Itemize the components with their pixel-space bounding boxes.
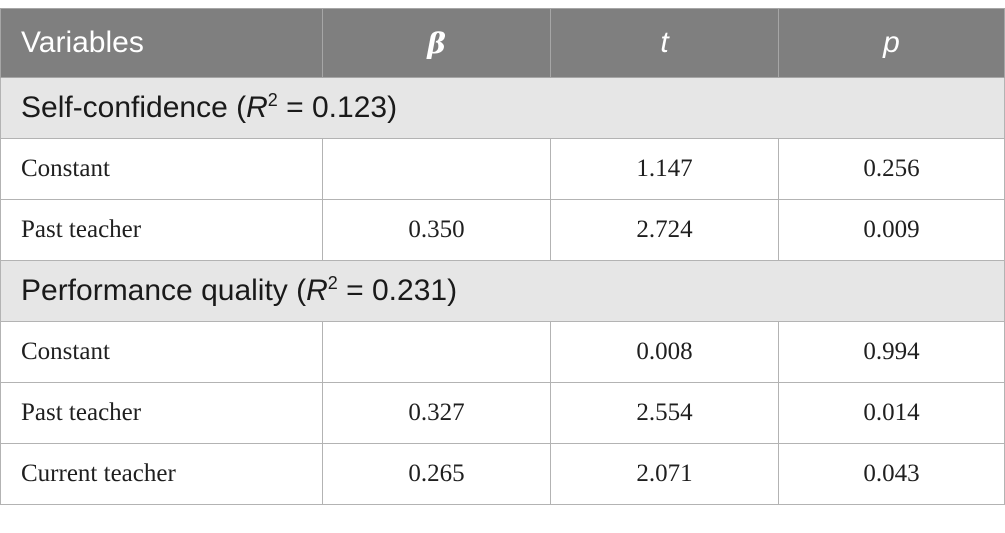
section-header-performance-quality: Performance quality (R2 = 0.231) [0, 260, 1005, 322]
header-p: p [778, 8, 1005, 78]
table-row: Past teacher 0.327 2.554 0.014 [0, 382, 1005, 444]
regression-table: Variables β t p Self-confidence (R2 = 0.… [0, 8, 1005, 505]
table-row: Constant 0.008 0.994 [0, 321, 1005, 383]
beta-cell [322, 138, 551, 200]
t-cell: 1.147 [550, 138, 779, 200]
table-row: Constant 1.147 0.256 [0, 138, 1005, 200]
section-header-self-confidence: Self-confidence (R2 = 0.123) [0, 77, 1005, 139]
t-cell: 2.724 [550, 199, 779, 261]
p-cell: 0.043 [778, 443, 1005, 505]
header-beta: β [322, 8, 551, 78]
p-cell: 0.014 [778, 382, 1005, 444]
header-t: t [550, 8, 779, 78]
header-variables: Variables [0, 8, 323, 78]
beta-cell: 0.350 [322, 199, 551, 261]
table-row: Current teacher 0.265 2.071 0.043 [0, 443, 1005, 505]
beta-cell: 0.265 [322, 443, 551, 505]
t-cell: 2.554 [550, 382, 779, 444]
row-label: Constant [0, 138, 323, 200]
p-cell: 0.256 [778, 138, 1005, 200]
section-title: Performance quality (R2 = 0.231) [0, 260, 1005, 322]
row-label: Current teacher [0, 443, 323, 505]
beta-cell: 0.327 [322, 382, 551, 444]
row-label: Past teacher [0, 382, 323, 444]
table-header-row: Variables β t p [0, 8, 1005, 78]
t-cell: 2.071 [550, 443, 779, 505]
row-label: Constant [0, 321, 323, 383]
section-title: Self-confidence (R2 = 0.123) [0, 77, 1005, 139]
table-row: Past teacher 0.350 2.724 0.009 [0, 199, 1005, 261]
p-cell: 0.994 [778, 321, 1005, 383]
p-cell: 0.009 [778, 199, 1005, 261]
t-cell: 0.008 [550, 321, 779, 383]
row-label: Past teacher [0, 199, 323, 261]
beta-cell [322, 321, 551, 383]
